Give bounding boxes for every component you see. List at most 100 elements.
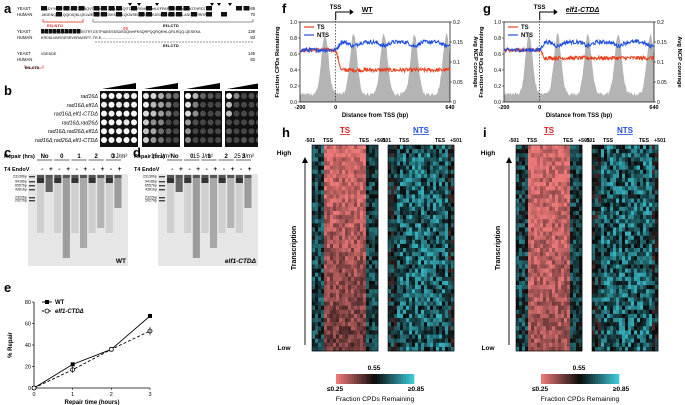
heatmap-cell <box>655 223 659 228</box>
heatmap-cell <box>397 165 401 171</box>
heatmap-tick-label: TES <box>563 138 574 144</box>
heatmap-cell <box>540 272 544 278</box>
heatmap-cell <box>412 215 416 220</box>
heatmap-cell <box>652 153 656 158</box>
heatmap-cell <box>324 149 328 154</box>
heatmap-cell <box>634 260 638 265</box>
heatmap-cell <box>445 182 449 187</box>
heatmap-cell <box>327 161 331 166</box>
heatmap-cell <box>375 272 379 278</box>
heatmap-cell <box>348 231 352 236</box>
heatmap-cell <box>451 190 455 195</box>
heatmap-cell <box>637 301 641 306</box>
heatmap-cell <box>525 338 529 344</box>
heatmap-cell <box>445 173 449 179</box>
heatmap-cell <box>391 318 395 323</box>
heatmap-cell <box>342 169 346 175</box>
heatmap-cell <box>540 177 544 183</box>
heatmap-cell <box>649 268 653 274</box>
heatmap-cell <box>430 169 434 175</box>
heatmap-cell <box>427 260 431 265</box>
heatmap-cell <box>318 202 322 208</box>
heatmap-cell <box>409 206 413 212</box>
heatmap-cell <box>643 297 647 302</box>
heatmap-cell <box>363 194 367 199</box>
yeast-spot <box>192 93 199 99</box>
heatmap-cell <box>448 297 452 302</box>
heatmap-cell <box>598 334 602 339</box>
heatmap-cell <box>315 177 319 183</box>
heatmap-cell <box>321 177 325 183</box>
heatmap-cell <box>336 235 340 241</box>
heatmap-cell <box>333 293 337 298</box>
heatmap-cell <box>531 280 535 286</box>
colorbar-swatch <box>390 374 394 384</box>
heatmap-cell <box>388 309 392 315</box>
heatmap-cell <box>549 280 553 286</box>
heatmap-cell <box>333 268 337 274</box>
heatmap-cell <box>604 206 608 212</box>
heatmap-cell <box>516 223 520 228</box>
heatmap-cell <box>649 280 653 286</box>
heatmap-cell <box>430 210 434 216</box>
heatmap-cell <box>433 215 437 220</box>
heatmap-cell <box>531 252 535 257</box>
heatmap-cell <box>604 190 608 195</box>
heatmap-cell <box>622 293 626 298</box>
heatmap-cell <box>561 342 565 348</box>
legend-nts: NTS <box>317 33 329 39</box>
heatmap-cell <box>375 165 379 171</box>
heatmap-cell <box>595 260 599 265</box>
heatmap-cell <box>418 280 422 286</box>
heatmap-cell <box>375 198 379 203</box>
heatmap-cell <box>625 264 629 269</box>
heatmap-cell <box>637 280 641 286</box>
heatmap-cell <box>318 318 322 323</box>
ladder-band <box>29 185 35 187</box>
endo-sign: + <box>118 166 122 173</box>
heatmap-cell <box>433 173 437 179</box>
heatmap-cell <box>640 252 644 257</box>
ef1-ctd-bracket-3 <box>24 65 44 69</box>
heatmap-cell <box>424 239 428 245</box>
heatmap-cell <box>418 165 422 171</box>
heatmap-cell <box>427 145 431 150</box>
heatmap-cell <box>525 309 529 315</box>
heatmap-cell <box>439 223 443 228</box>
heatmap-cell <box>610 272 614 278</box>
heatmap-cell <box>345 334 349 339</box>
heatmap-cell <box>616 153 620 158</box>
heatmap-cell <box>366 145 370 150</box>
heatmap-cell <box>418 173 422 179</box>
heatmap-cell <box>403 248 407 253</box>
heatmap-cell <box>555 276 559 282</box>
heatmap-cell <box>534 194 538 199</box>
heatmap-cell <box>619 219 623 224</box>
heatmap-cell <box>372 177 376 183</box>
heatmap-cell <box>403 190 407 195</box>
heatmap-cell <box>576 313 580 319</box>
heatmap-cell <box>366 280 370 286</box>
heatmap-cell <box>360 305 364 311</box>
heatmap-cell <box>430 182 434 187</box>
colorbar-swatch <box>577 374 581 384</box>
heatmap-cell <box>357 161 361 166</box>
heatmap-cell <box>315 186 319 191</box>
heatmap-cell <box>421 330 425 335</box>
heatmap-cell <box>363 293 367 298</box>
heatmap-cell <box>424 342 428 348</box>
heatmap-cell <box>552 248 556 253</box>
heatmap-cell <box>397 301 401 306</box>
heatmap-cell <box>315 165 319 171</box>
heatmap-cell <box>610 227 614 232</box>
yeast-spot <box>158 119 164 126</box>
legend-nts: NTS <box>521 33 533 39</box>
heatmap-cell <box>555 223 559 228</box>
heatmap-cell <box>640 169 644 175</box>
heatmap-cell <box>573 260 577 265</box>
heatmap-cell <box>528 342 532 348</box>
heatmap-cell <box>543 305 547 311</box>
heatmap-cell <box>598 157 602 162</box>
heatmap-cell <box>579 186 583 191</box>
